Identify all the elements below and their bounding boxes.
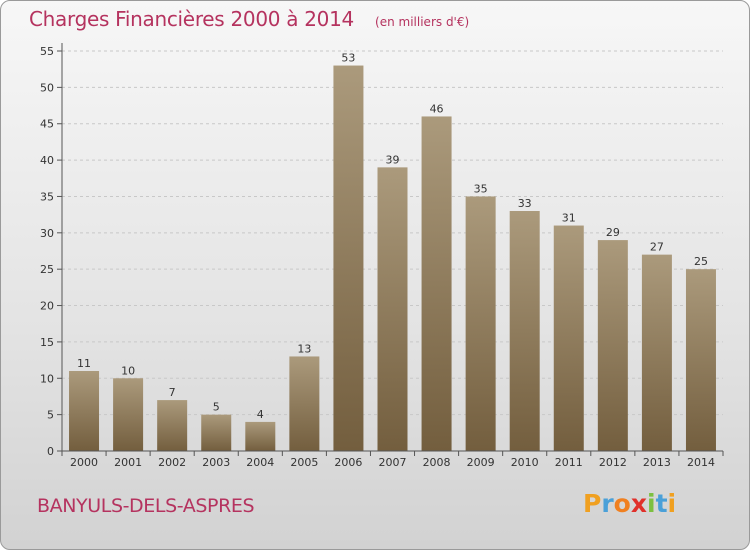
x-tick-label: 2002	[158, 456, 186, 469]
data-label: 10	[121, 364, 135, 377]
bar	[509, 211, 540, 451]
bar	[553, 225, 584, 451]
data-label: 7	[169, 386, 176, 399]
x-tick-label: 2005	[290, 456, 318, 469]
bar-series	[69, 65, 716, 452]
bar	[465, 196, 496, 451]
chart-title: Charges Financières 2000 à 2014	[29, 7, 354, 31]
logo-letter: t	[655, 489, 668, 518]
bar	[597, 240, 628, 451]
y-tick-label: 0	[47, 445, 54, 458]
y-tick-label: 5	[47, 409, 54, 422]
x-tick-label: 2000	[70, 456, 98, 469]
x-tick-label: 2003	[202, 456, 230, 469]
y-tick-label: 45	[40, 118, 54, 131]
y-tick-label: 10	[40, 372, 54, 385]
x-tick-label: 2013	[643, 456, 671, 469]
data-label: 39	[386, 153, 400, 166]
bar	[157, 400, 188, 451]
x-tick-label: 2001	[114, 456, 142, 469]
y-tick-label: 25	[40, 263, 54, 276]
x-tick-label: 2004	[246, 456, 274, 469]
bar	[641, 254, 672, 451]
y-tick-label: 50	[40, 81, 54, 94]
data-label: 27	[650, 241, 664, 254]
bar	[69, 371, 100, 451]
y-tick-label: 55	[40, 45, 54, 58]
x-tick-label: 2009	[467, 456, 495, 469]
data-label: 31	[562, 212, 576, 225]
logo-letter: o	[613, 489, 631, 518]
logo-letter: i	[667, 489, 677, 518]
data-label: 53	[341, 52, 355, 65]
data-label: 46	[430, 102, 444, 115]
x-tick-label: 2007	[379, 456, 407, 469]
x-tick-label: 2006	[334, 456, 362, 469]
x-tick-label: 2011	[555, 456, 583, 469]
x-tick-label: 2008	[423, 456, 451, 469]
commune-name: BANYULS-DELS-ASPRES	[37, 495, 255, 517]
bar	[421, 116, 452, 452]
data-label: 13	[297, 342, 311, 355]
data-label: 25	[694, 255, 708, 268]
y-tick-label: 35	[40, 190, 54, 203]
bar	[113, 378, 144, 451]
data-label: 29	[606, 226, 620, 239]
bar	[201, 414, 232, 451]
y-tick-label: 30	[40, 227, 54, 240]
logo-letter: x	[630, 489, 647, 518]
value-labels: 11 10 7 5 4 13 53 39 46 35 33 31 29 27 25	[77, 52, 708, 421]
y-tick-label: 20	[40, 300, 54, 313]
logo-letter: i	[647, 489, 656, 518]
logo-letter: r	[601, 489, 614, 518]
data-label: 11	[77, 357, 91, 370]
data-label: 33	[518, 197, 532, 210]
bar	[289, 356, 320, 451]
logo-letter: P	[583, 489, 602, 518]
chart-subtitle: (en milliers d'€)	[375, 15, 470, 29]
y-tick-label: 15	[40, 336, 54, 349]
bar	[245, 421, 276, 451]
data-label: 35	[474, 182, 488, 195]
data-label: 5	[213, 401, 220, 414]
x-tick-label: 2012	[599, 456, 627, 469]
bar	[333, 65, 364, 451]
data-label: 4	[257, 408, 264, 421]
bar	[377, 167, 408, 451]
title-bar: Charges Financières 2000 à 2014 (en mill…	[29, 7, 469, 31]
x-tick-label: 2010	[511, 456, 539, 469]
proxiti-logo: Proxiti	[583, 489, 676, 518]
x-tick-label: 2014	[687, 456, 715, 469]
y-tick-label: 40	[40, 154, 54, 167]
bar	[685, 269, 716, 451]
